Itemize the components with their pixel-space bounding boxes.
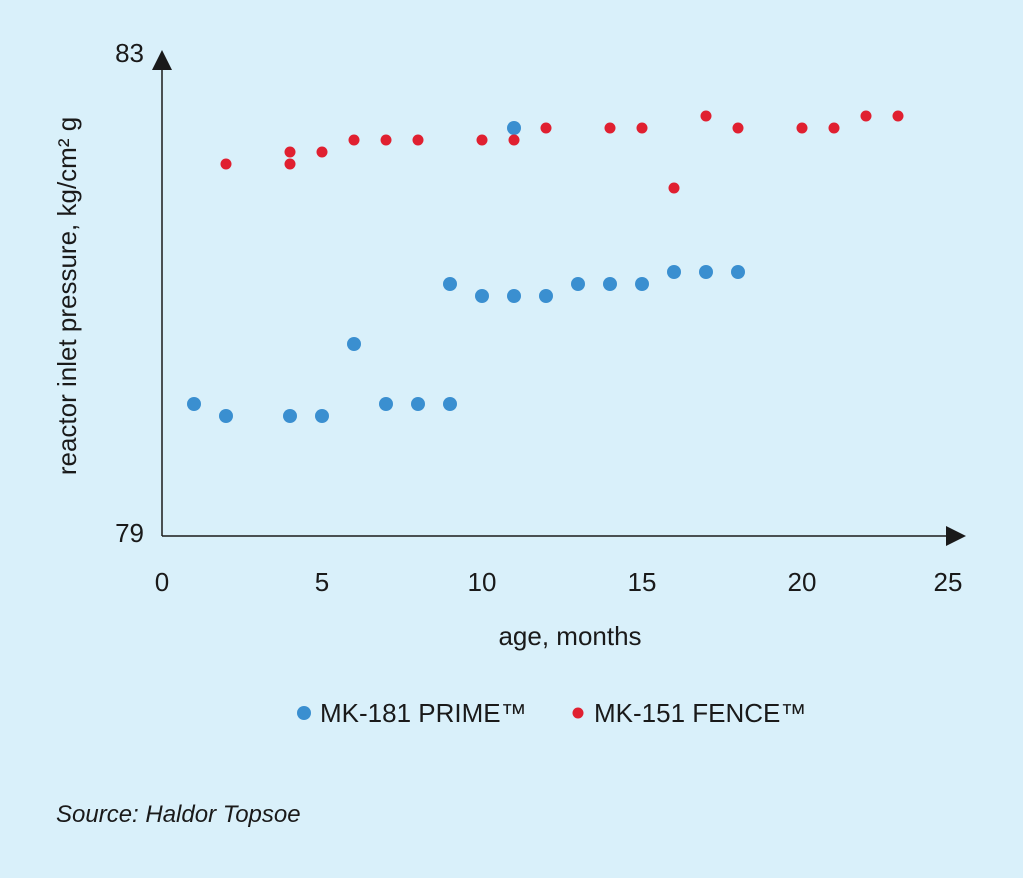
mk151-point [284, 146, 296, 158]
y-tick-label-79: 79 [115, 518, 144, 548]
x-tick-label-20: 20 [788, 567, 817, 597]
mk151-point [796, 122, 808, 134]
legend: MK-181 PRIME™ MK-151 FENCE™ [297, 698, 806, 728]
legend-label-mk181: MK-181 PRIME™ [320, 698, 527, 728]
mk151-point [892, 110, 904, 122]
x-tick-label-25: 25 [934, 567, 963, 597]
mk151-point [668, 182, 680, 194]
x-tick-label-10: 10 [468, 567, 497, 597]
mk181-point [539, 289, 553, 303]
mk151-point [732, 122, 744, 134]
mk151-point [220, 158, 232, 170]
mk181-point [667, 265, 681, 279]
mk181-point [475, 289, 489, 303]
mk151-point [412, 134, 424, 146]
mk181-point [187, 397, 201, 411]
mk151-point [284, 158, 296, 170]
legend-marker-mk151 [572, 707, 584, 719]
mk181-point [347, 337, 361, 351]
mk151-point [860, 110, 872, 122]
mk151-point [540, 122, 552, 134]
mk181-point [315, 409, 329, 423]
mk181-point [443, 277, 457, 291]
x-tick-label-5: 5 [315, 567, 329, 597]
mk151-point [636, 122, 648, 134]
mk151-point [316, 146, 328, 158]
y-axis-title: reactor inlet pressure, kg/cm² g [52, 117, 82, 475]
mk181-point [411, 397, 425, 411]
mk151-point [380, 134, 392, 146]
legend-marker-mk181 [297, 706, 311, 720]
mk151-point [508, 134, 520, 146]
mk181-point [379, 397, 393, 411]
mk151-point [476, 134, 488, 146]
mk181-point [283, 409, 297, 423]
mk181-point [219, 409, 233, 423]
mk181-point [571, 277, 585, 291]
source-note: Source: Haldor Topsoe [56, 801, 301, 828]
mk181-point [603, 277, 617, 291]
mk181-point [443, 397, 457, 411]
y-tick-label-83: 83 [115, 38, 144, 68]
mk151-point [348, 134, 360, 146]
mk151-point [828, 122, 840, 134]
x-tick-label-0: 0 [155, 567, 169, 597]
mk181-point [635, 277, 649, 291]
mk181-point [507, 289, 521, 303]
x-axis-arrow [946, 526, 966, 546]
points-layer [187, 110, 904, 423]
y-axis-arrow [152, 50, 172, 70]
mk181-point [507, 121, 521, 135]
mk151-point [700, 110, 712, 122]
mk181-point [699, 265, 713, 279]
mk151-point [604, 122, 616, 134]
x-axis-title: age, months [498, 621, 641, 651]
x-tick-label-15: 15 [628, 567, 657, 597]
mk181-point [731, 265, 745, 279]
legend-label-mk151: MK-151 FENCE™ [594, 698, 806, 728]
